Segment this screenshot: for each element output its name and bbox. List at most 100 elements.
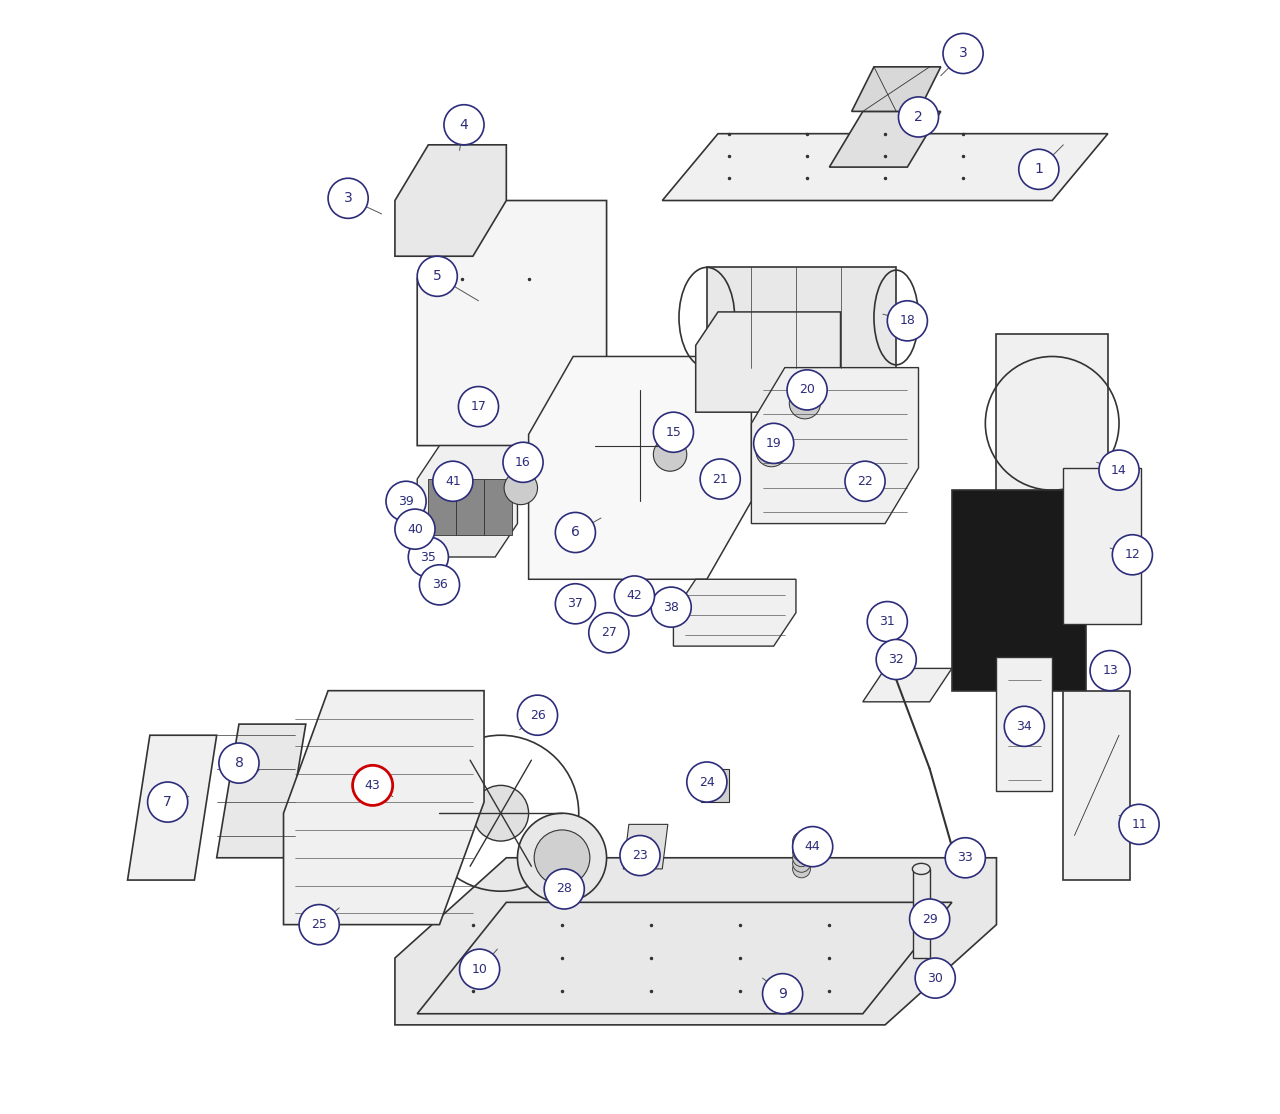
Circle shape [472,785,529,841]
Circle shape [763,974,803,1014]
Circle shape [556,512,595,553]
Circle shape [792,843,810,861]
Text: 16: 16 [515,456,531,469]
Text: 7: 7 [164,795,172,809]
Circle shape [614,576,654,616]
Circle shape [589,613,628,653]
Polygon shape [829,111,941,167]
Polygon shape [996,334,1108,535]
Circle shape [328,178,369,218]
Polygon shape [952,490,1085,691]
Circle shape [943,33,983,74]
Text: 34: 34 [1016,720,1032,733]
Polygon shape [417,902,952,1014]
Text: 43: 43 [365,779,380,792]
Polygon shape [396,858,996,1025]
Circle shape [792,827,833,867]
Polygon shape [417,201,607,446]
Polygon shape [673,579,796,646]
Text: 20: 20 [799,383,815,397]
Circle shape [408,537,448,577]
Circle shape [558,585,588,614]
Circle shape [433,461,472,501]
Circle shape [790,388,820,419]
Circle shape [620,836,660,876]
Polygon shape [216,724,306,858]
Circle shape [845,461,884,501]
Text: 2: 2 [914,110,923,124]
Circle shape [1005,706,1044,746]
Text: 44: 44 [805,840,820,853]
Text: 31: 31 [879,615,895,628]
Circle shape [458,387,498,427]
Polygon shape [1064,691,1130,880]
Circle shape [352,765,393,805]
Text: 1: 1 [1034,163,1043,176]
Text: 6: 6 [571,526,580,539]
Polygon shape [863,668,952,702]
Ellipse shape [913,863,931,874]
Polygon shape [623,824,668,869]
Polygon shape [851,67,941,111]
Circle shape [687,762,727,802]
Text: 19: 19 [765,437,782,450]
Polygon shape [284,691,484,925]
Circle shape [417,256,457,296]
Circle shape [868,602,908,642]
Circle shape [653,438,687,471]
Polygon shape [696,312,841,412]
Polygon shape [913,869,929,958]
Circle shape [652,587,691,627]
Text: 26: 26 [530,709,545,722]
Circle shape [534,830,590,886]
Polygon shape [429,479,456,535]
Text: 15: 15 [666,426,681,439]
Text: 11: 11 [1132,818,1147,831]
Circle shape [787,370,827,410]
Circle shape [792,849,810,867]
Circle shape [1019,149,1059,189]
Circle shape [754,423,794,463]
Polygon shape [128,735,216,880]
Text: 8: 8 [234,756,243,770]
Circle shape [877,639,916,680]
Polygon shape [707,267,896,368]
Circle shape [887,301,928,341]
Circle shape [756,436,787,467]
Text: 22: 22 [858,475,873,488]
Text: 12: 12 [1125,548,1140,561]
Polygon shape [529,356,751,579]
Circle shape [792,838,810,856]
Text: 5: 5 [433,270,442,283]
Text: 3: 3 [344,192,352,205]
Text: 32: 32 [888,653,904,666]
Circle shape [396,509,435,549]
Circle shape [1119,804,1160,844]
Polygon shape [484,479,512,535]
Circle shape [620,582,649,610]
Circle shape [899,97,938,137]
Text: 25: 25 [311,918,328,931]
Polygon shape [662,134,1108,201]
Circle shape [1112,535,1152,575]
Circle shape [420,565,460,605]
Circle shape [544,869,584,909]
Text: 27: 27 [600,626,617,639]
Circle shape [300,905,339,945]
Circle shape [517,695,558,735]
Text: 39: 39 [398,495,413,508]
Circle shape [504,471,538,505]
Text: 14: 14 [1111,463,1126,477]
Text: 18: 18 [900,314,915,328]
Text: 3: 3 [959,47,968,60]
Circle shape [444,105,484,145]
Text: 35: 35 [420,550,436,564]
Text: 38: 38 [663,600,680,614]
Text: 9: 9 [778,987,787,1000]
Text: 28: 28 [557,882,572,896]
Circle shape [503,442,543,482]
Polygon shape [751,368,919,524]
Text: 30: 30 [927,971,943,985]
Text: 33: 33 [957,851,973,864]
Text: 4: 4 [460,118,468,131]
